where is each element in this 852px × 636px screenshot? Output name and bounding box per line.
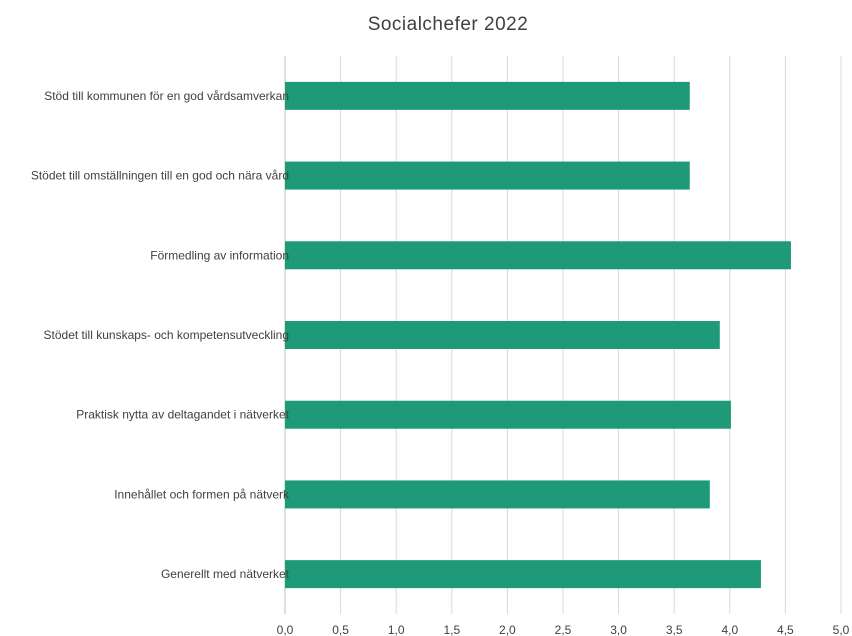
bar (285, 400, 731, 429)
x-tick-label: 4,0 (721, 623, 738, 636)
bar (285, 480, 710, 509)
x-tick-label: 3,0 (610, 623, 627, 636)
x-tick-label: 5,0 (833, 623, 850, 636)
bar (285, 81, 690, 110)
category-label: Innehållet och formen på nätverk (114, 487, 290, 501)
category-label: Förmedling av information (150, 248, 289, 262)
x-tick-label: 0,5 (332, 623, 349, 636)
category-label: Stödet till kunskaps- och kompetensutvec… (44, 328, 289, 342)
chart-title: Socialchefer 2022 (368, 14, 529, 35)
category-label: Stödet till omställningen till en god oc… (31, 169, 289, 183)
x-tick-label: 2,5 (555, 623, 572, 636)
x-tick-label: 2,0 (499, 623, 516, 636)
category-labels: Stöd till kommunen för en god vårdsamver… (31, 89, 290, 581)
category-label: Generellt med nätverket (161, 567, 290, 581)
x-tick-label: 1,0 (388, 623, 405, 636)
x-tick-label: 0,0 (277, 623, 294, 636)
category-label: Praktisk nytta av deltagandet i nätverke… (76, 408, 289, 422)
x-tick-label: 3,5 (666, 623, 683, 636)
x-tick-label: 1,5 (443, 623, 460, 636)
bars (285, 81, 791, 589)
x-tick-labels: 0,0 0,5 1,0 1,5 2,0 2,5 3,0 3,5 4,0 4,5 5,0 (277, 623, 850, 636)
bar (285, 161, 690, 190)
category-label: Stöd till kommunen för en god vårdsamver… (44, 89, 289, 103)
bar (285, 241, 791, 270)
bar (285, 560, 761, 589)
bar (285, 321, 720, 349)
x-tick-label: 4,5 (777, 623, 794, 636)
